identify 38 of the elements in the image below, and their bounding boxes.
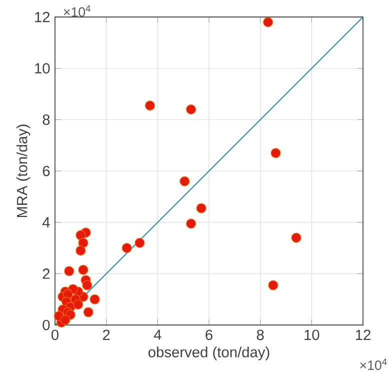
- point: [180, 176, 190, 186]
- y-tick-label: 12: [35, 12, 50, 22]
- y-tick-label: 2: [42, 268, 50, 279]
- point: [186, 218, 196, 229]
- point: [268, 280, 278, 290]
- point: [64, 266, 74, 276]
- point: [270, 148, 281, 158]
- point: [291, 232, 302, 243]
- y-tick-label: 0: [42, 320, 50, 330]
- point: [186, 104, 196, 114]
- point: [263, 17, 274, 28]
- x-tick-label: 12: [356, 330, 370, 340]
- x-tick-label: 8: [256, 330, 264, 340]
- x-axis-title: observed (ton/day): [148, 346, 270, 360]
- text: ×10$^{4}$: [64, 5, 90, 17]
- point: [76, 246, 86, 256]
- y-tick-label: 10: [35, 63, 50, 74]
- x-tick-label: 2: [102, 330, 110, 340]
- x-tick-label: 4: [154, 330, 162, 340]
- text: ×10$^{4}$: [360, 358, 387, 370]
- x-tick-label: 6: [206, 330, 212, 340]
- point: [78, 264, 88, 275]
- point: [90, 294, 100, 304]
- y-tick-label: 8: [42, 114, 50, 125]
- point: [73, 299, 84, 310]
- x-tick-label: 0: [51, 330, 58, 340]
- point: [196, 203, 206, 214]
- point: [134, 238, 145, 248]
- y-axis-title: MRA (ton/day): [16, 124, 30, 218]
- point: [60, 314, 70, 325]
- y-tick-label: 4: [42, 217, 50, 228]
- x-tick-label: 10: [304, 330, 320, 340]
- point: [83, 307, 94, 318]
- point: [76, 230, 86, 240]
- y-tick-label: 6: [42, 166, 50, 176]
- point: [144, 100, 155, 111]
- point: [82, 280, 92, 290]
- point: [122, 242, 132, 254]
